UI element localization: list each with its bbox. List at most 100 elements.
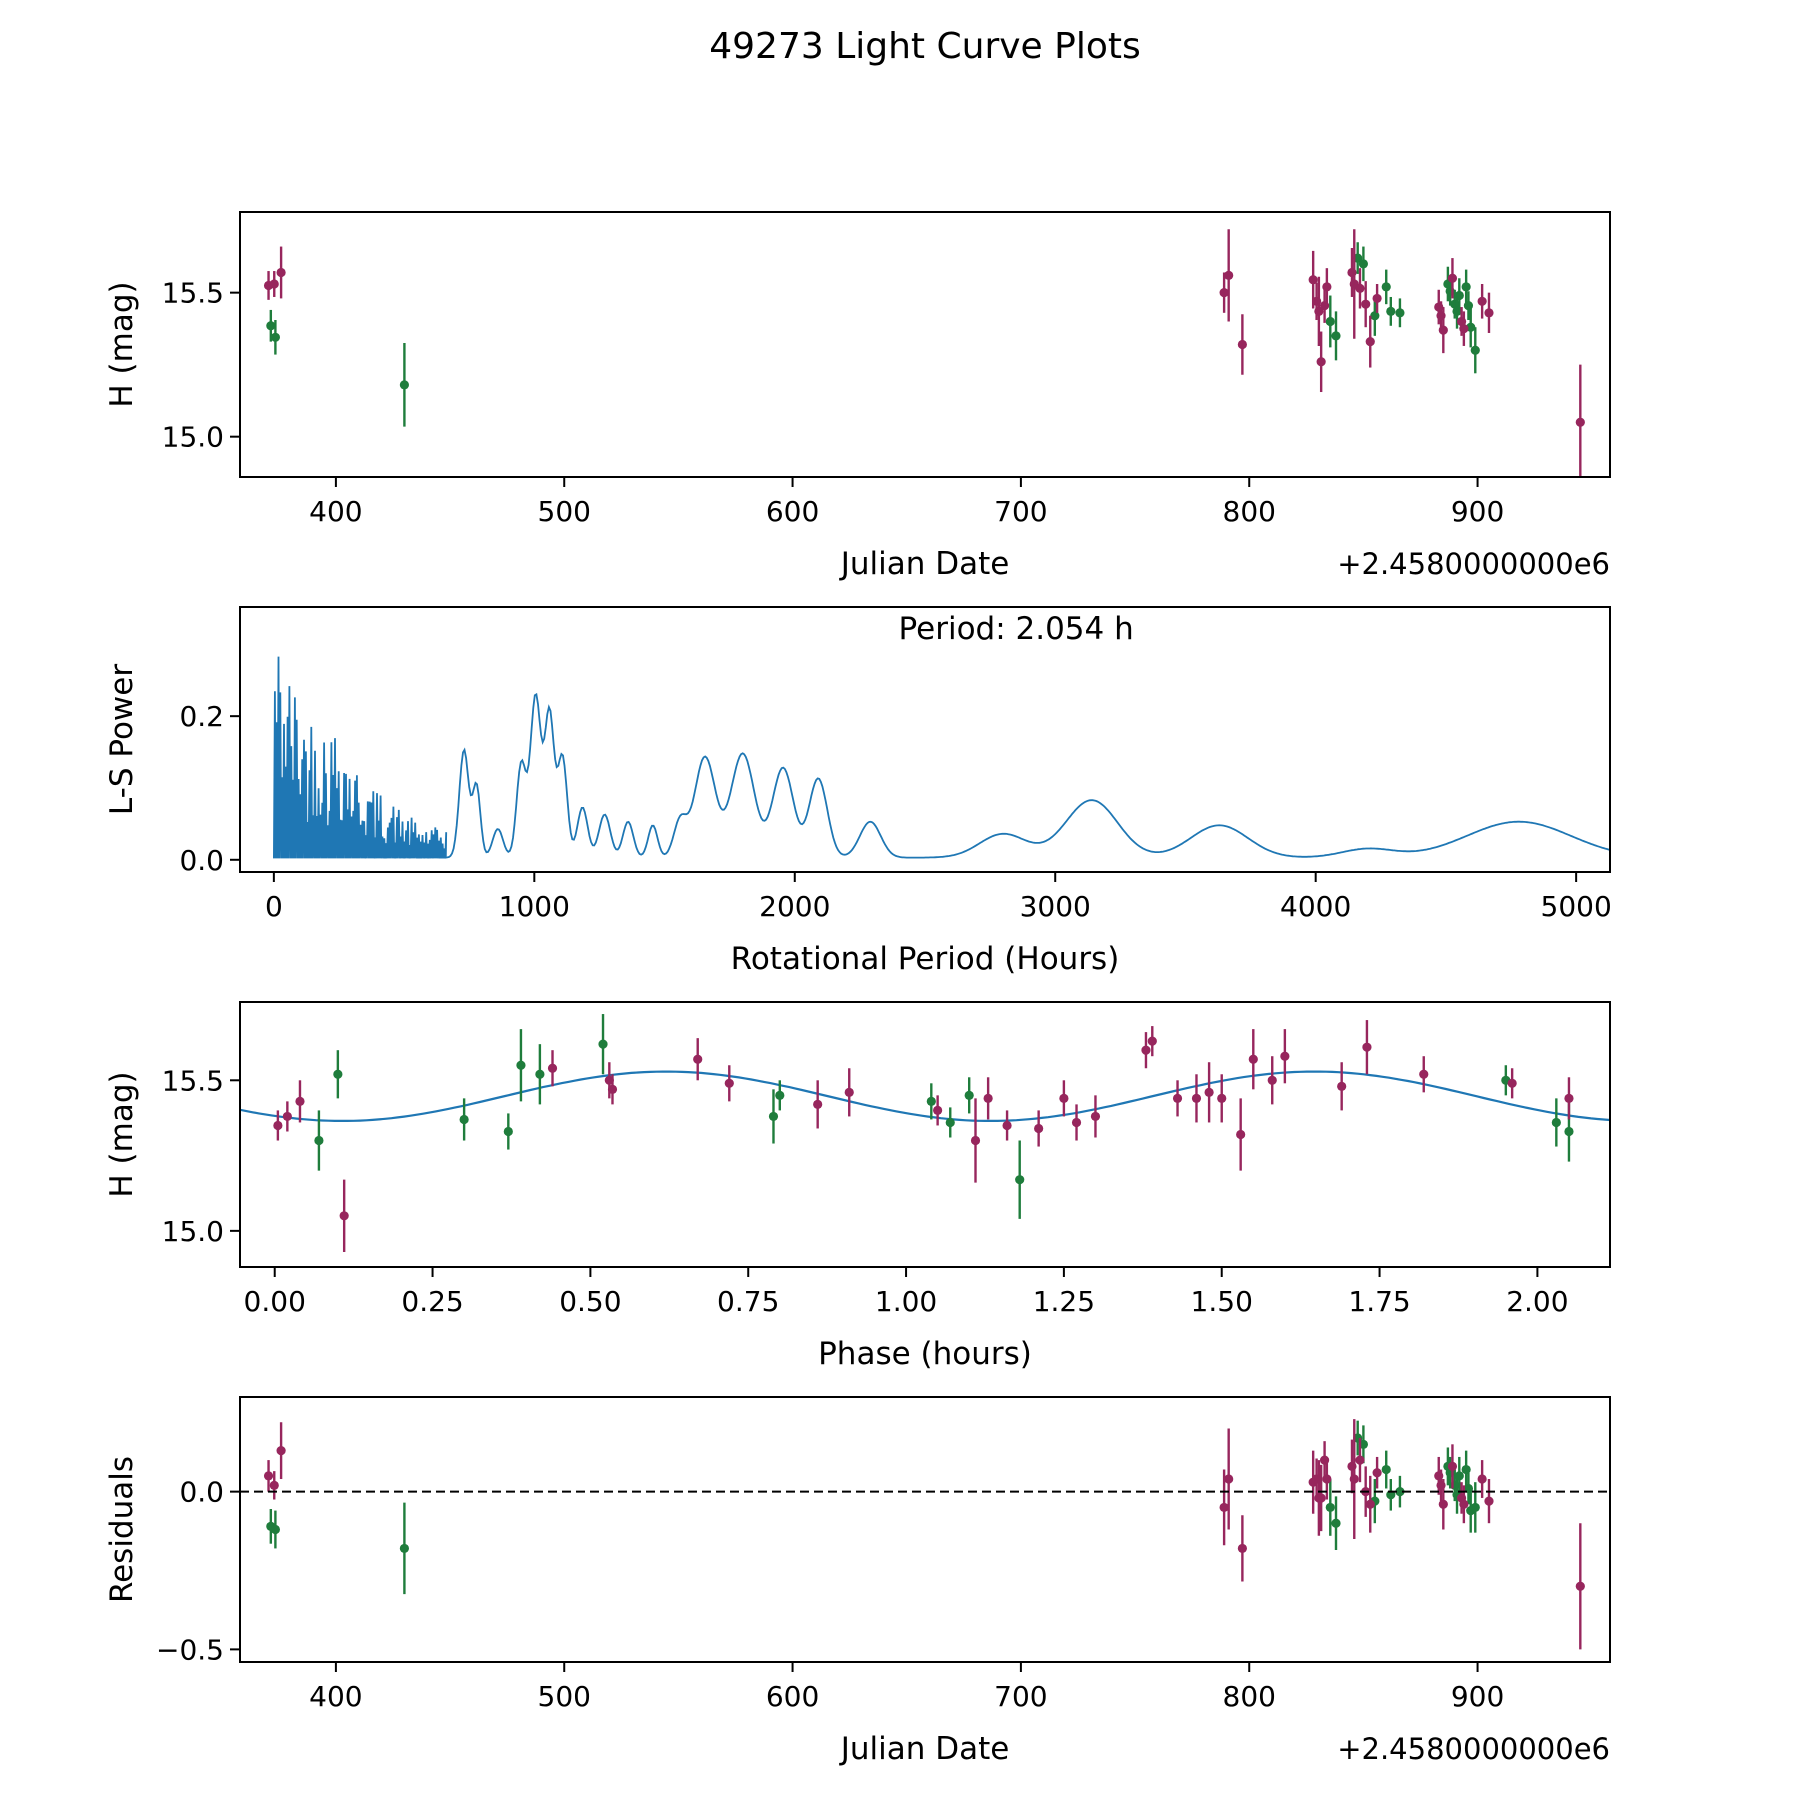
x-axis-label: Phase (hours) (818, 1336, 1032, 1372)
data-point (1459, 324, 1469, 334)
data-point (1447, 1461, 1458, 1472)
data-point (1172, 1093, 1183, 1103)
data-point (1395, 1487, 1405, 1497)
x-tick-label: 600 (766, 495, 819, 528)
series-band-purple (263, 1419, 1585, 1650)
data-point (1438, 1499, 1448, 1509)
x-tick-label: 400 (309, 1680, 362, 1713)
y-tick-label: 0.2 (179, 700, 224, 733)
data-point (1575, 417, 1585, 427)
data-point (266, 321, 276, 331)
x-tick-label: 700 (994, 495, 1047, 528)
axes-frame (239, 606, 1611, 873)
periodogram-panel: Period: 2.054 h 0 1000 2000 3000 4000 5000 0.0 0… (104, 606, 1612, 977)
data-point (1477, 296, 1487, 306)
data-point (1147, 1036, 1157, 1046)
y-axis-label: Residuals (104, 1456, 140, 1603)
axes-frame (239, 1001, 1611, 1268)
data-point (1308, 275, 1318, 285)
x-axis-label: Rotational Period (Hours) (731, 941, 1120, 977)
x-tick-label: 800 (1223, 495, 1276, 528)
data-point (1217, 1093, 1227, 1103)
data-point (1447, 273, 1458, 283)
x-tick-label: 0.00 (244, 1285, 306, 1318)
x-tick-label: 4000 (1280, 890, 1351, 923)
x-tick-label: 400 (309, 495, 362, 528)
x-axis-offset-text: +2.4580000000e6 (1337, 1732, 1610, 1766)
data-point (1461, 282, 1471, 292)
data-point (1219, 288, 1229, 298)
periodogram-panel-plot-area (273, 656, 1610, 859)
data-point (1191, 1093, 1202, 1103)
y-tick-label: 15.0 (162, 1215, 224, 1248)
series-band-green (314, 1014, 1574, 1219)
x-tick-label: 1000 (499, 890, 570, 923)
data-point (1141, 1045, 1151, 1055)
x-tick-label: 800 (1223, 1680, 1276, 1713)
data-point (1484, 1496, 1494, 1506)
y-tick-label: 0.0 (179, 1476, 224, 1509)
data-point (813, 1099, 823, 1109)
data-point (983, 1093, 993, 1103)
x-tick-label: 900 (1451, 495, 1504, 528)
data-point (1459, 1499, 1469, 1509)
residuals-panel: 400 500 600 700 800 900 −0.5 0.0 Julian Date Resi… (104, 1396, 1611, 1767)
residuals-panel-plot-area (263, 1419, 1585, 1650)
data-point (1059, 1093, 1069, 1103)
x-tick-label: 1.25 (1033, 1285, 1095, 1318)
data-point (1365, 337, 1375, 347)
data-point (1316, 357, 1326, 367)
data-point (547, 1063, 558, 1073)
data-point (276, 1446, 286, 1456)
y-tick-label: 15.5 (162, 277, 224, 310)
data-point (1454, 290, 1464, 301)
data-point (399, 380, 409, 390)
data-point (269, 1480, 279, 1490)
data-point (1564, 1093, 1574, 1103)
data-point (1349, 1474, 1359, 1484)
data-point (1237, 1543, 1247, 1554)
data-point (295, 1096, 305, 1106)
data-point (1358, 259, 1368, 269)
data-point (1362, 1042, 1372, 1052)
data-point (1575, 1581, 1585, 1591)
x-tick-label: 1.50 (1191, 1285, 1253, 1318)
data-point (399, 1543, 409, 1554)
light-curve-panel: 400 500 600 700 800 900 15.0 15.5 Julian Date H (… (104, 211, 1611, 582)
x-axis-label: Julian Date (839, 546, 1010, 582)
data-point (1071, 1117, 1082, 1128)
data-point (598, 1039, 608, 1049)
x-tick-label: 600 (766, 1680, 819, 1713)
data-point (964, 1090, 974, 1100)
data-point (1466, 322, 1476, 332)
data-point (607, 1084, 618, 1094)
data-point (1454, 1471, 1464, 1481)
data-point (1034, 1123, 1044, 1134)
data-point (1224, 1474, 1234, 1484)
y-axis-label: H (mag) (104, 1071, 140, 1197)
x-tick-label: 5000 (1541, 890, 1612, 923)
data-point (1355, 1455, 1365, 1465)
data-point (1361, 299, 1371, 309)
x-tick-label: 0.75 (717, 1285, 779, 1318)
figure-title: 49273 Light Curve Plots (709, 26, 1141, 67)
data-point (1564, 1126, 1574, 1137)
axes-frame (239, 1396, 1611, 1663)
data-point (1316, 1493, 1326, 1503)
data-point (1386, 306, 1396, 316)
data-point (1337, 1081, 1347, 1091)
data-point (775, 1090, 785, 1100)
data-point (1381, 282, 1391, 292)
data-point (503, 1126, 513, 1137)
data-point (270, 1524, 280, 1535)
y-tick-label: 15.5 (162, 1064, 224, 1097)
data-point (1325, 316, 1335, 327)
model-fit-curve (240, 1070, 1610, 1122)
data-point (1280, 1051, 1290, 1061)
data-point (1365, 1499, 1375, 1509)
data-point (276, 267, 286, 278)
x-tick-label: 500 (538, 1680, 591, 1713)
data-point (535, 1069, 545, 1079)
